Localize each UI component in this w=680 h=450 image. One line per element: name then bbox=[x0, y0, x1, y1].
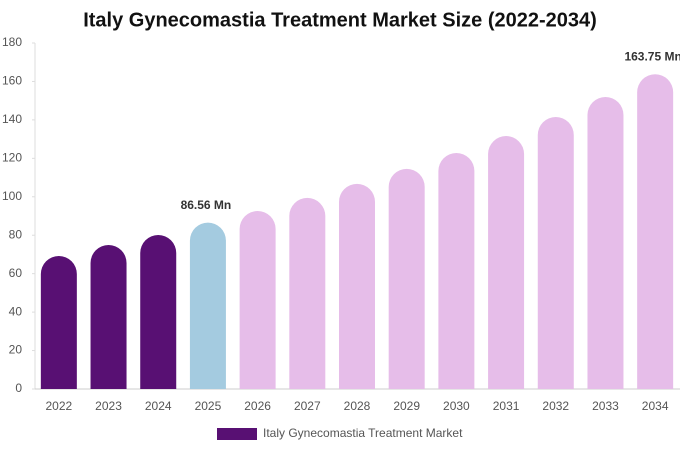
y-tick-label: 80 bbox=[9, 227, 23, 241]
value-label: 86.56 Mn bbox=[181, 198, 232, 212]
x-tick-label: 2024 bbox=[145, 399, 172, 413]
x-tick-label: 2027 bbox=[294, 399, 321, 413]
y-tick-label: 0 bbox=[15, 381, 22, 395]
x-tick-label: 2022 bbox=[45, 399, 72, 413]
x-tick-label: 2034 bbox=[642, 399, 669, 413]
x-tick-label: 2031 bbox=[493, 399, 520, 413]
legend-swatch bbox=[217, 428, 257, 440]
x-tick-label: 2025 bbox=[195, 399, 222, 413]
bar bbox=[587, 97, 624, 390]
y-tick-label: 160 bbox=[2, 74, 22, 88]
legend-label: Italy Gynecomastia Treatment Market bbox=[263, 426, 463, 440]
x-tick-label: 2023 bbox=[95, 399, 122, 413]
y-tick-label: 60 bbox=[9, 266, 23, 280]
x-tick-label: 2033 bbox=[592, 399, 619, 413]
bar bbox=[189, 222, 226, 389]
bar bbox=[40, 255, 77, 389]
bar bbox=[438, 152, 475, 389]
bar bbox=[537, 117, 574, 389]
x-tick-label: 2032 bbox=[542, 399, 569, 413]
x-tick-label: 2026 bbox=[244, 399, 271, 413]
bar bbox=[140, 235, 177, 389]
y-tick-label: 140 bbox=[2, 112, 22, 126]
bar bbox=[637, 74, 674, 389]
x-tick-label: 2030 bbox=[443, 399, 470, 413]
bar bbox=[90, 245, 127, 389]
y-tick-label: 180 bbox=[2, 35, 22, 49]
y-tick-label: 40 bbox=[9, 304, 23, 318]
x-tick-label: 2029 bbox=[393, 399, 420, 413]
bar bbox=[488, 136, 525, 389]
bar bbox=[339, 183, 375, 389]
bar bbox=[289, 197, 326, 389]
chart-title: Italy Gynecomastia Treatment Market Size… bbox=[83, 9, 597, 31]
x-tick-label: 2028 bbox=[344, 399, 371, 413]
bar bbox=[388, 168, 425, 389]
y-tick-label: 20 bbox=[9, 343, 23, 357]
y-tick-label: 120 bbox=[2, 151, 22, 165]
bar bbox=[239, 211, 276, 389]
value-label: 163.75 Mn bbox=[624, 49, 680, 63]
y-tick-label: 100 bbox=[2, 189, 22, 203]
